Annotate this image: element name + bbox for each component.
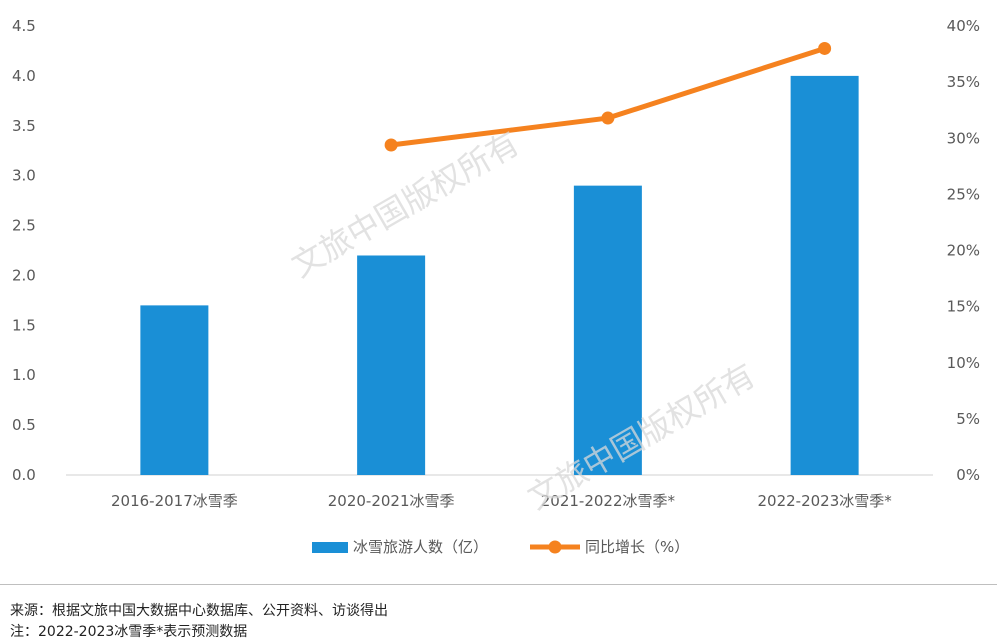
right-tick-label: 0% (956, 466, 980, 484)
left-tick-label: 3.0 (12, 167, 36, 185)
left-tick-label: 4.0 (12, 67, 36, 85)
right-axis: 0% 5% 10% 15% 20% 25% 30% 35% 40% (947, 17, 980, 484)
left-tick-label: 1.0 (12, 366, 36, 384)
left-tick-label: 0.5 (12, 416, 36, 434)
category-label: 2020-2021冰雪季 (328, 492, 455, 510)
bar-series (140, 75, 859, 475)
category-label: 2022-2023冰雪季* (757, 492, 892, 510)
left-tick-label: 1.5 (12, 316, 36, 334)
right-tick-label: 15% (947, 298, 980, 316)
bar (573, 185, 642, 475)
line-point (818, 41, 832, 55)
left-tick-label: 2.5 (12, 217, 36, 235)
right-tick-label: 35% (947, 73, 980, 91)
bar (790, 75, 859, 475)
left-axis: 0.0 0.5 1.0 1.5 2.0 2.5 3.0 3.5 4.0 4.5 (12, 17, 36, 484)
left-tick-label: 0.0 (12, 466, 36, 484)
line-point (384, 138, 398, 152)
growth-line-series (384, 41, 832, 152)
line-point (601, 111, 615, 125)
right-tick-label: 10% (947, 354, 980, 372)
legend-line-marker (548, 540, 562, 554)
category-axis: 2016-2017冰雪季 2020-2021冰雪季 2021-2022冰雪季* 202… (111, 492, 892, 510)
right-tick-label: 5% (956, 410, 980, 428)
left-tick-label: 2.0 (12, 266, 36, 284)
bar (140, 305, 209, 475)
category-label: 2021-2022冰雪季* (541, 492, 676, 510)
chart: 0.0 0.5 1.0 1.5 2.0 2.5 3.0 3.5 4.0 4.5 0% 5% 10% 15… (12, 17, 980, 556)
right-tick-label: 25% (947, 185, 980, 203)
right-tick-label: 30% (947, 129, 980, 147)
right-tick-label: 20% (947, 242, 980, 260)
legend: 冰雪旅游人数（亿） 同比增长（%） (312, 538, 689, 556)
growth-line (388, 45, 828, 148)
left-tick-label: 4.5 (12, 17, 36, 35)
bar (357, 255, 426, 475)
category-label: 2016-2017冰雪季 (111, 492, 238, 510)
left-tick-label: 3.5 (12, 117, 36, 135)
legend-bar-swatch (312, 542, 348, 553)
legend-line-label: 同比增长（%） (585, 538, 689, 556)
footer-source: 来源：根据文旅中国大数据中心数据库、公开资料、访谈得出 (10, 603, 388, 619)
right-tick-label: 40% (947, 17, 980, 35)
legend-bar-label: 冰雪旅游人数（亿） (353, 538, 488, 556)
footer-divider (0, 584, 997, 585)
footer-note: 注：2022-2023冰雪季*表示预测数据 (10, 624, 248, 640)
